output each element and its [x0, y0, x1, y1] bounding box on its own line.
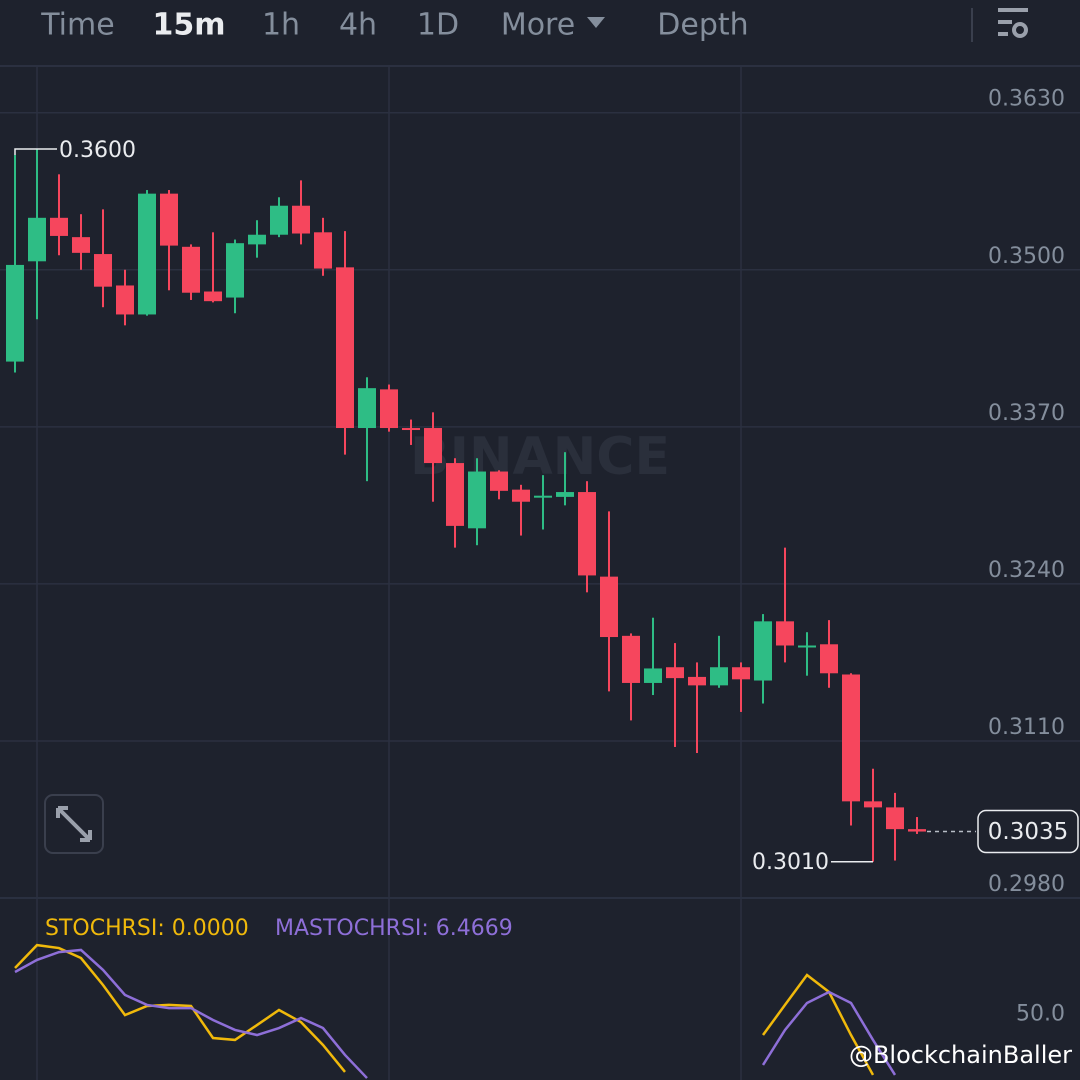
candle-body — [666, 667, 684, 679]
osc-line — [14, 943, 875, 1076]
credit: @BlockchainBaller — [849, 1041, 1072, 1069]
candle-body — [512, 489, 530, 502]
candle-body — [644, 668, 662, 683]
plot: 0.3600 0.3010 0.3035 50.0 STOCHRSI: 0.0000 MA… — [6, 138, 1079, 1079]
toolbar-tab[interactable]: More — [501, 8, 575, 43]
candle-body — [226, 243, 244, 298]
y-tick-label: 0.3370 — [988, 401, 1065, 426]
candle-body — [6, 264, 24, 362]
candle-body — [688, 676, 706, 686]
toolbar-tab[interactable]: 4h — [339, 8, 377, 43]
candle-body — [468, 471, 486, 529]
candle-body — [556, 492, 574, 497]
candle-body — [424, 428, 442, 464]
y-tick-label: 0.3240 — [988, 558, 1065, 583]
candle-body — [160, 193, 178, 246]
high-label: 0.3600 — [59, 138, 136, 163]
high-marker — [14, 148, 57, 155]
y-tick-label: 0.2980 — [988, 872, 1065, 897]
dropdown-arrow — [587, 17, 605, 28]
y-tick-label: 0.3500 — [988, 244, 1065, 269]
candle-body — [402, 428, 420, 431]
candle-body — [754, 621, 772, 681]
candle-body — [72, 237, 90, 253]
candle-body — [138, 193, 156, 315]
osc-legend: MASTOCHRSI: 6.4669 — [275, 916, 513, 941]
y-tick-label: 0.3630 — [988, 87, 1065, 112]
candle-body — [28, 217, 46, 262]
candle-body — [820, 644, 838, 674]
candle-body — [292, 205, 310, 234]
candle-body — [50, 217, 68, 236]
fullscreen-button[interactable] — [44, 794, 104, 854]
candle-body — [270, 205, 288, 235]
candle-body — [776, 621, 794, 646]
toolbar-tab[interactable]: 1D — [417, 8, 459, 43]
candle-body — [248, 234, 266, 245]
low-label: 0.3010 — [752, 850, 829, 875]
last-price-label: 0.3035 — [988, 819, 1068, 845]
toolbar-tab[interactable]: Time — [40, 8, 114, 43]
toolbar-tab[interactable]: 1h — [262, 8, 300, 43]
y-tick-label: 0.3110 — [988, 715, 1065, 740]
candle-body — [116, 285, 134, 315]
candle-body — [842, 674, 860, 802]
toolbar-tab[interactable]: Depth — [657, 8, 748, 43]
settings-icon[interactable] — [998, 8, 1028, 38]
osc-legend: STOCHRSI: 0.0000 — [45, 916, 249, 941]
candle-body — [380, 389, 398, 429]
candle-body — [710, 667, 728, 686]
candle-body — [798, 645, 816, 648]
candle-body — [732, 667, 750, 680]
candle-body — [314, 232, 332, 269]
candle-body — [600, 576, 618, 638]
candle-body — [94, 254, 112, 287]
candle-body — [490, 471, 508, 491]
candle-body — [534, 495, 552, 498]
candle-body — [446, 463, 464, 526]
candle-body — [336, 267, 354, 429]
last-price-box — [977, 809, 1079, 854]
candle-body — [578, 492, 596, 576]
candle-body — [358, 388, 376, 429]
osc-tick-label: 50.0 — [1016, 1002, 1065, 1027]
candle-body — [182, 246, 200, 293]
toolbar-tab[interactable]: 15m — [152, 8, 225, 43]
candle-body — [886, 807, 904, 830]
candle-body — [908, 829, 926, 832]
candle-body — [622, 635, 640, 683]
osc-line — [14, 948, 897, 1079]
candle-body — [864, 801, 882, 808]
candle-body — [204, 291, 222, 302]
